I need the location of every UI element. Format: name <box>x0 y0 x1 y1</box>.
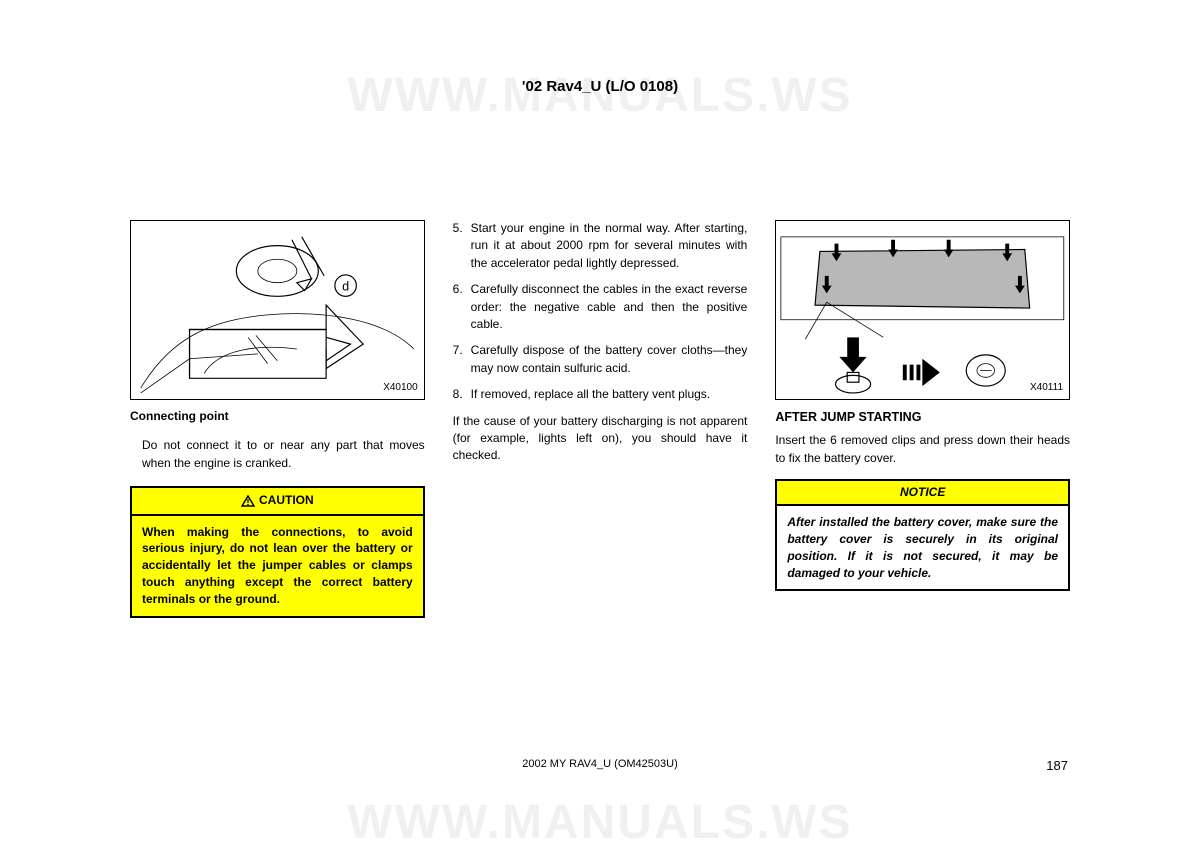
warning-triangle-icon <box>241 495 255 507</box>
col1-text: Do not connect it to or near any part th… <box>130 437 425 472</box>
column-right: X40111 AFTER JUMP STARTING Insert the 6 … <box>775 220 1070 618</box>
footer-center: 2002 MY RAV4_U (OM42503U) <box>522 758 678 770</box>
figure-id-left: X40100 <box>383 381 417 396</box>
figure-caption: Connecting point <box>130 408 425 425</box>
col3-text: Insert the 6 removed clips and press dow… <box>775 432 1070 467</box>
steps-list: 5.Start your engine in the normal way. A… <box>453 220 748 404</box>
svg-text:d: d <box>342 279 349 293</box>
step-item: 8.If removed, replace all the battery ve… <box>453 386 748 403</box>
footer-page-number: 187 <box>1046 758 1068 773</box>
column-left: d X40100 Connecting point Do not connect… <box>130 220 425 618</box>
column-middle: 5.Start your engine in the normal way. A… <box>453 220 748 618</box>
notice-box: NOTICE After installed the battery cover… <box>775 479 1070 592</box>
figure-battery-cover: X40111 <box>775 220 1070 400</box>
notice-body: After installed the battery cover, make … <box>777 506 1068 589</box>
watermark-bottom: WWW.MANUALS.WS <box>347 795 852 850</box>
step-item: 5.Start your engine in the normal way. A… <box>453 220 748 272</box>
col2-tail: If the cause of your battery discharging… <box>453 413 748 465</box>
notice-title: NOTICE <box>777 481 1068 506</box>
caution-header: CAUTION <box>132 488 423 515</box>
caution-body: When making the connections, to avoid se… <box>132 516 423 616</box>
step-item: 7.Carefully dispose of the battery cover… <box>453 342 748 377</box>
watermark-top: WWW.MANUALS.WS <box>347 68 852 123</box>
page-header: '02 Rav4_U (L/O 0108) <box>522 78 678 95</box>
step-item: 6.Carefully disconnect the cables in the… <box>453 281 748 333</box>
content-columns: d X40100 Connecting point Do not connect… <box>130 220 1070 618</box>
caution-box: CAUTION When making the connections, to … <box>130 486 425 617</box>
figure-connecting-point: d X40100 <box>130 220 425 400</box>
caution-title: CAUTION <box>259 493 314 507</box>
after-jump-heading: AFTER JUMP STARTING <box>775 408 1070 426</box>
figure-id-right: X40111 <box>1030 381 1063 396</box>
